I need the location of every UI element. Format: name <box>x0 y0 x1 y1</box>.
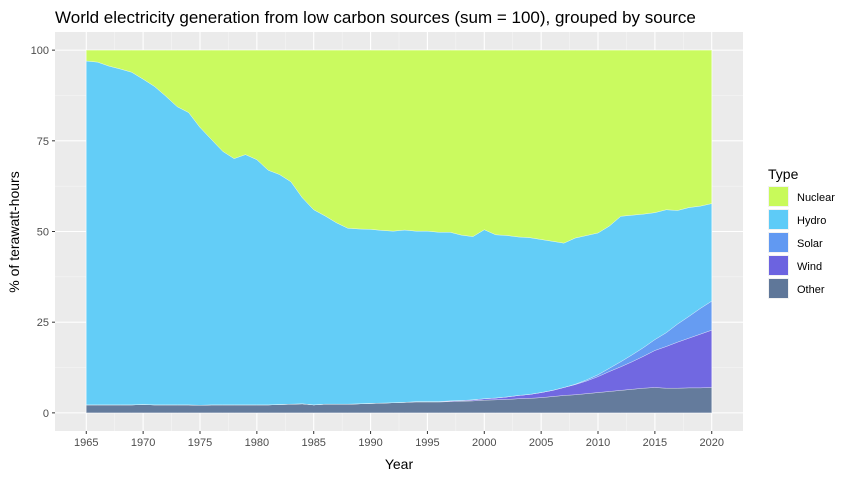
legend-key-hydro <box>769 210 788 229</box>
legend-label-hydro: Hydro <box>797 215 826 227</box>
y-tick-label: 50 <box>37 227 49 239</box>
area-series <box>86 49 712 414</box>
x-tick-label: 2005 <box>529 437 553 449</box>
x-tick-label: 1970 <box>131 437 155 449</box>
y-tick-label: 25 <box>37 317 49 329</box>
x-tick-label: 2020 <box>699 437 723 449</box>
y-tick-label: 75 <box>37 136 49 148</box>
legend-label-solar: Solar <box>797 238 823 250</box>
x-tick-label: 2015 <box>643 437 667 449</box>
legend-title: Type <box>768 166 799 182</box>
y-tick-label: 100 <box>31 45 49 57</box>
x-tick-label: 2000 <box>472 437 496 449</box>
legend-key-solar <box>769 233 788 252</box>
x-tick-label: 1980 <box>245 437 269 449</box>
legend-label-nuclear: Nuclear <box>797 192 835 204</box>
y-tick-label: 0 <box>43 408 49 420</box>
legend-key-wind <box>769 256 788 275</box>
x-tick-label: 1995 <box>415 437 439 449</box>
x-tick-label: 1975 <box>188 437 212 449</box>
y-axis: 0 25 50 75 100 <box>31 45 55 420</box>
legend: Type Nuclear Hydro Solar Wind Other <box>768 166 835 299</box>
x-tick-label: 2010 <box>586 437 610 449</box>
x-tick-label: 1985 <box>301 437 325 449</box>
x-tick-label: 1965 <box>74 437 98 449</box>
legend-key-other <box>769 279 788 298</box>
area-nuclear <box>86 49 712 244</box>
legend-label-wind: Wind <box>797 261 822 273</box>
x-tick-label: 1990 <box>358 437 382 449</box>
legend-label-other: Other <box>797 284 825 296</box>
chart-title: World electricity generation from low ca… <box>55 8 696 27</box>
x-axis: 1965 1970 1975 1980 1985 1990 1995 2000 2005 2010… <box>74 431 724 449</box>
y-axis-title: % of terawatt-hours <box>6 171 22 292</box>
x-axis-title: Year <box>385 456 414 472</box>
legend-key-nuclear <box>769 187 788 206</box>
